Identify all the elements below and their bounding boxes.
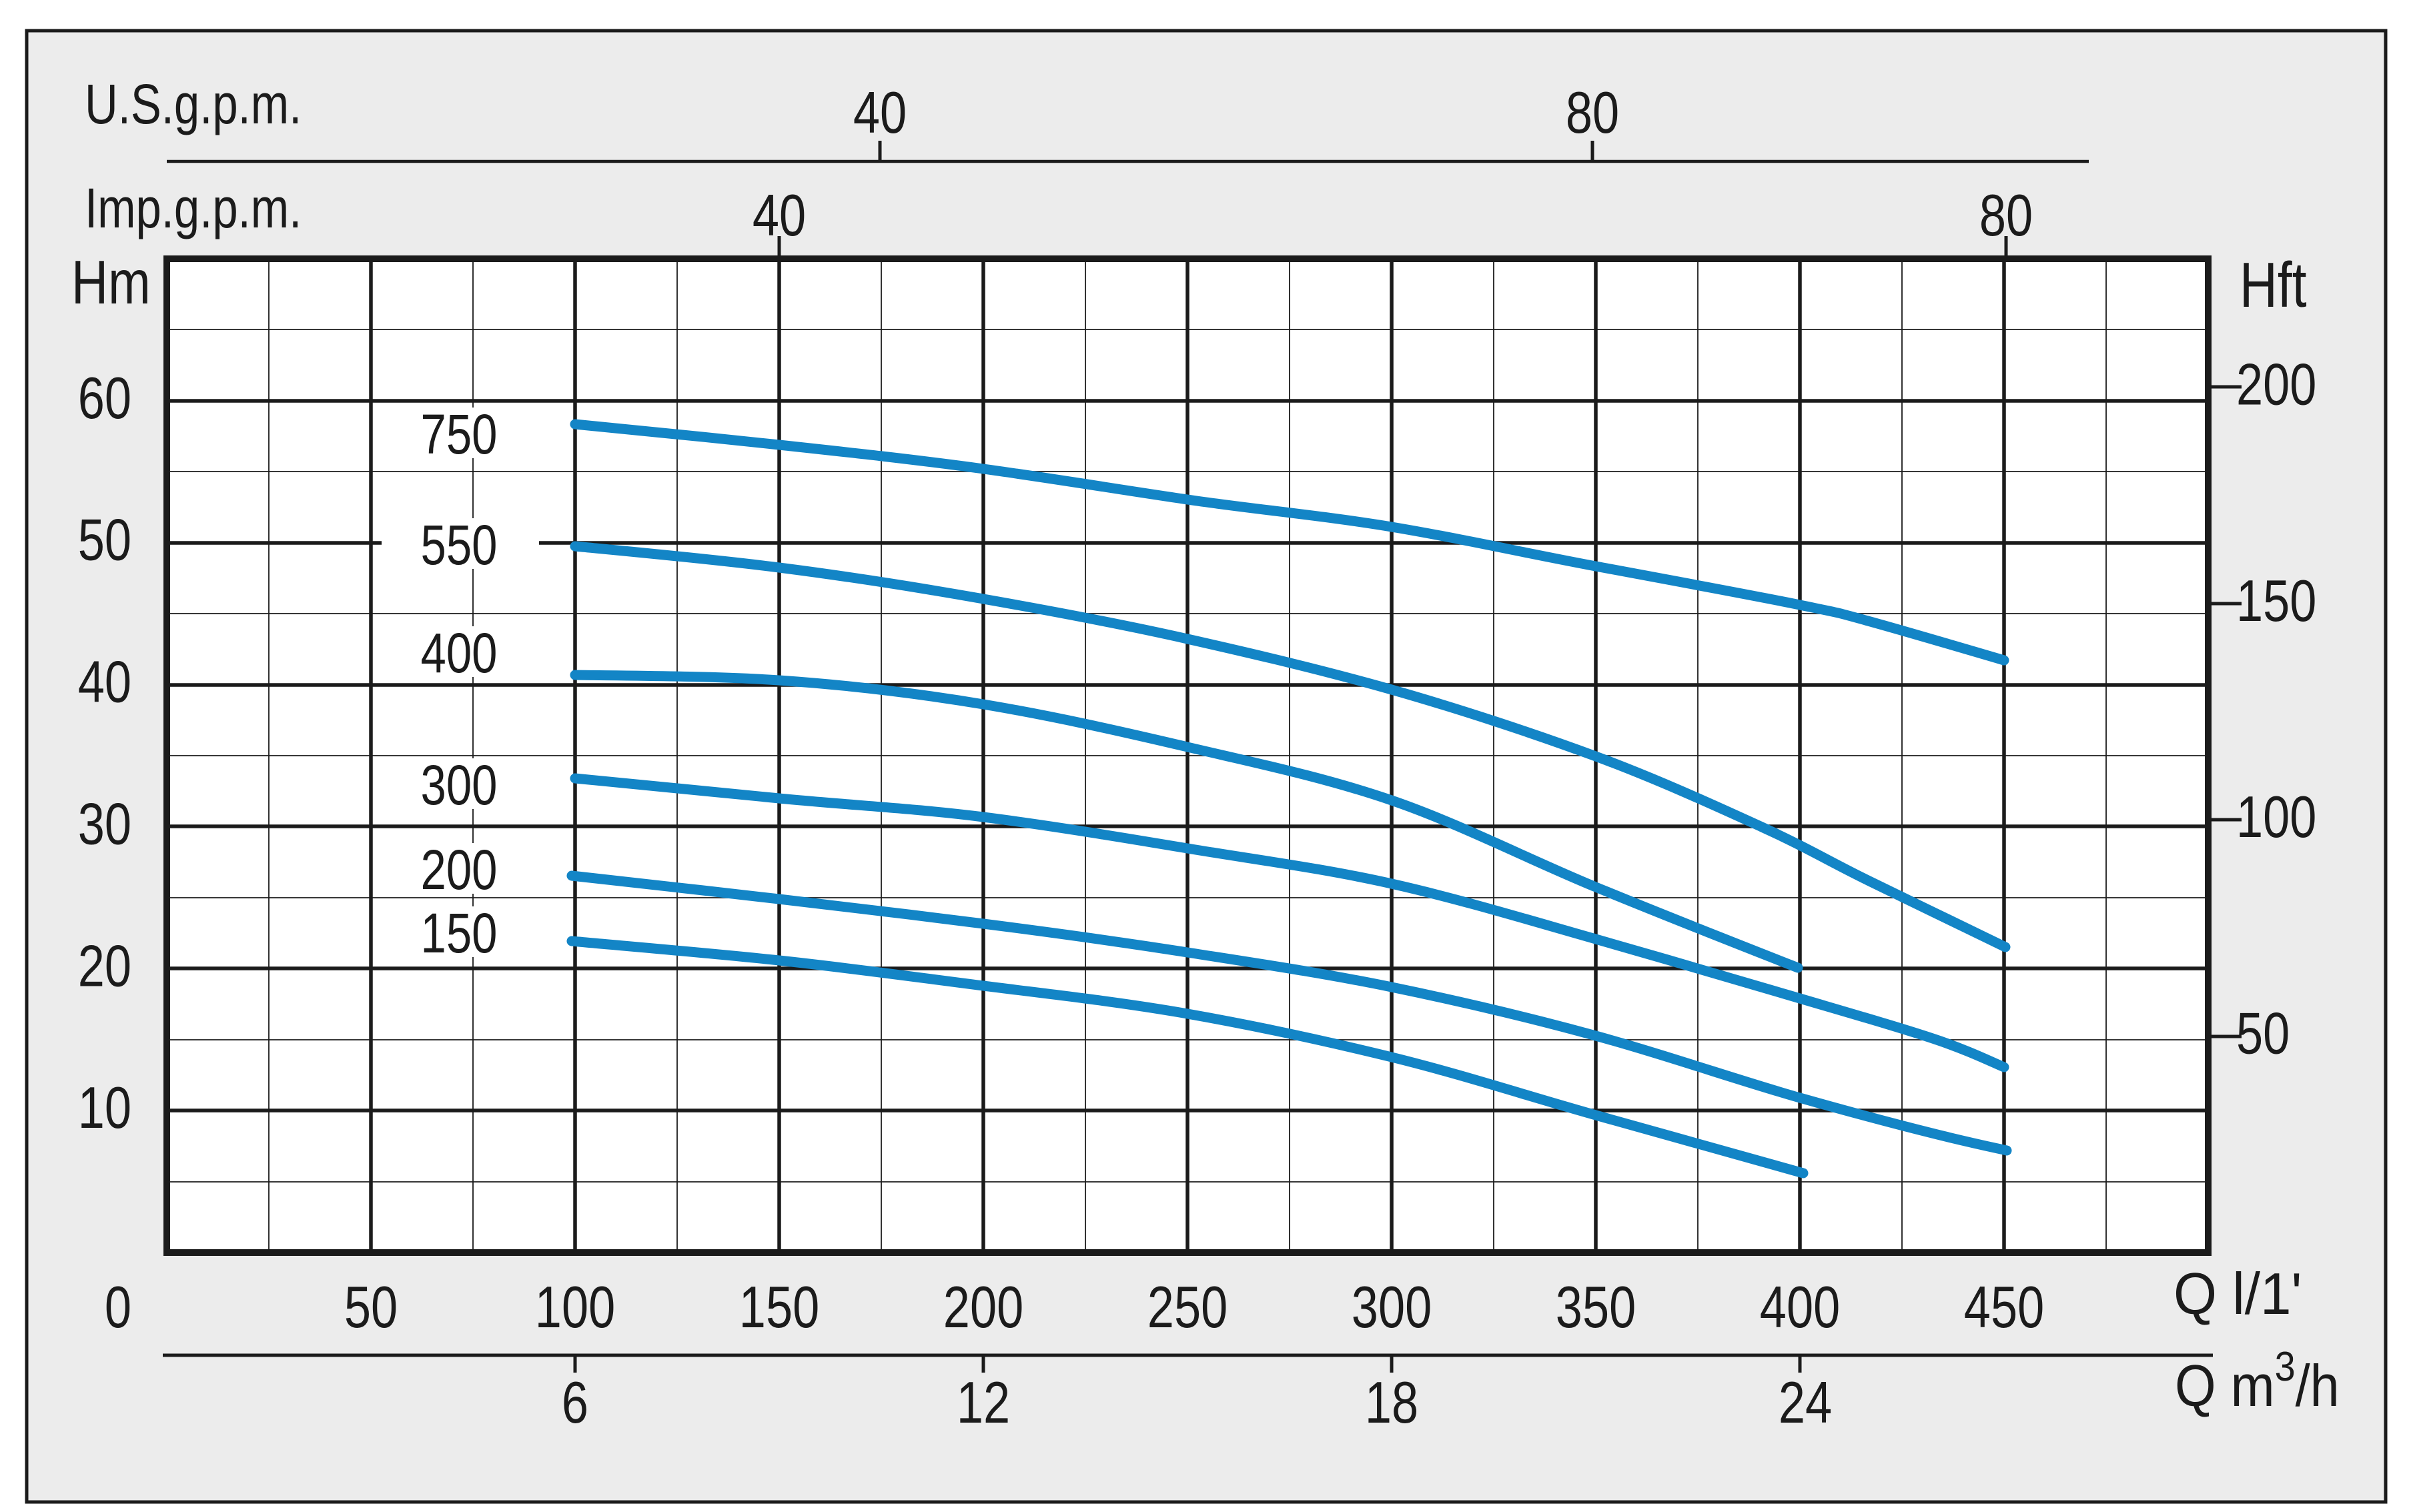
svg-text:Hm: Hm [71,248,151,317]
svg-text:40: 40 [78,650,131,715]
svg-text:350: 350 [1556,1275,1636,1340]
svg-text:150: 150 [2236,568,2316,634]
svg-text:50: 50 [344,1275,398,1340]
svg-text:400: 400 [1760,1275,1840,1340]
svg-text:50: 50 [78,508,131,573]
svg-text:300: 300 [1352,1275,1432,1340]
svg-text:200: 200 [2236,352,2316,418]
svg-text:6: 6 [562,1370,588,1435]
svg-text:450: 450 [1964,1275,2044,1340]
svg-text:24: 24 [1779,1370,1832,1435]
svg-text:Q l/1': Q l/1' [2174,1261,2302,1327]
svg-text:10: 10 [78,1075,131,1141]
svg-text:150: 150 [739,1275,819,1340]
svg-text:750: 750 [421,404,498,466]
svg-text:400: 400 [421,622,498,685]
svg-text:0: 0 [105,1275,131,1340]
svg-text:Imp.g.p.m.: Imp.g.p.m. [85,177,302,240]
svg-text:100: 100 [2236,784,2316,850]
svg-text:40: 40 [753,183,806,248]
svg-text:100: 100 [535,1275,615,1340]
svg-text:550: 550 [421,514,498,577]
svg-text:Hft: Hft [2240,249,2307,321]
svg-text:40: 40 [853,80,907,145]
svg-text:50: 50 [2236,1001,2290,1066]
svg-text:30: 30 [78,792,131,857]
svg-text:300: 300 [421,754,498,817]
svg-text:150: 150 [421,902,498,965]
svg-text:200: 200 [421,839,498,902]
svg-text:80: 80 [1979,183,2033,248]
svg-text:200: 200 [943,1275,1023,1340]
svg-text:60: 60 [78,365,131,431]
svg-text:80: 80 [1566,80,1619,145]
svg-text:18: 18 [1365,1370,1418,1435]
svg-text:250: 250 [1147,1275,1228,1340]
svg-text:Q m3/h: Q m3/h [2175,1344,2340,1419]
svg-text:12: 12 [957,1370,1010,1435]
svg-text:20: 20 [78,934,131,999]
svg-text:U.S.g.p.m.: U.S.g.p.m. [85,73,302,136]
